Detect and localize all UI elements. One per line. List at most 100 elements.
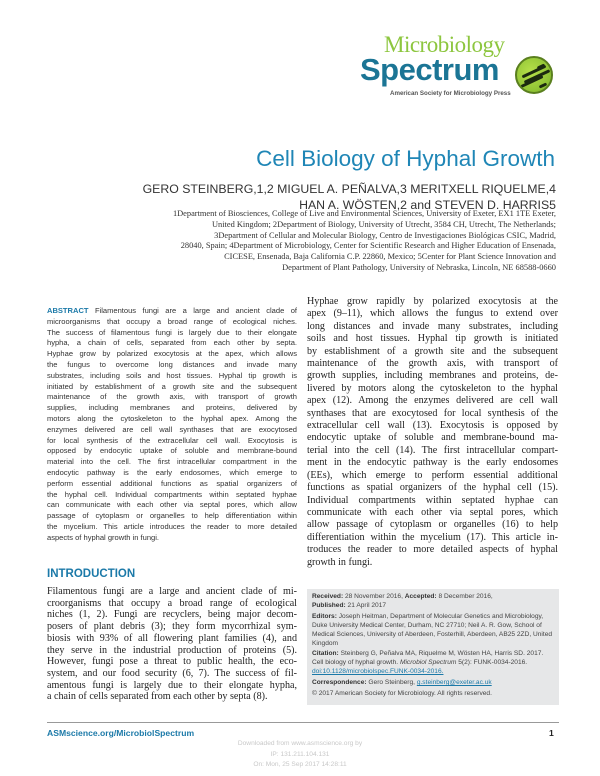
abstract-line: initiated by establishment of a growth s… — [47, 381, 297, 391]
abstract-line: microorganisms that occupy a broad range… — [47, 316, 297, 326]
paragraph-line: Filamentous fungi are a large and ancien… — [47, 586, 297, 597]
abstract-line: maintenance of the growth axis, with tra… — [47, 392, 297, 402]
published-label: Published: — [312, 601, 346, 609]
affiliations: 1Department of Biosciences, College of L… — [86, 209, 556, 274]
copyright: © 2017 American Society for Microbiology… — [312, 690, 492, 698]
affiliation-line: 1Department of Biosciences, College of L… — [172, 209, 556, 218]
logo-spectrum: Spectrum — [360, 52, 499, 87]
abstract-line: ABSTRACT Filamentous fungi are a large a… — [47, 306, 297, 317]
logo-tagline: American Society for Microbiology Press — [390, 90, 511, 97]
introduction-left-column: Filamentous fungi are a large and ancien… — [47, 586, 297, 703]
paragraph-line: by establishment of a growth site and th… — [307, 345, 558, 357]
abstract-line: The success of filamentous fungi is larg… — [47, 327, 297, 337]
dates: Received: 28 November 2016, Accepted: 8 … — [312, 593, 554, 611]
article-info-box: Received: 28 November 2016, Accepted: 8 … — [307, 589, 559, 705]
citation: Citation: Steinberg G, Peñalva MA, Rique… — [312, 650, 554, 677]
logo-microbiology: Microbiology — [384, 32, 505, 57]
paragraph-line: growth supplies, including membranes and… — [307, 370, 558, 382]
paragraph-line: amentous fungi is largely due to their e… — [47, 679, 297, 691]
abstract-line: Hyphae grow by polarized exocytosis at t… — [47, 349, 297, 359]
accepted-label: Accepted: — [404, 593, 437, 600]
paragraph-line: functions as spatial organizers of the h… — [307, 482, 558, 494]
paragraph-line: system, and our food security (6, 7). Th… — [47, 667, 297, 679]
paragraph-line: posers of plant debris (3); they form my… — [47, 621, 297, 633]
correspondence: Correspondence: Gero Steinberg, g.steinb… — [312, 679, 554, 688]
paragraph-line: livered by motors along the cytoskeleton… — [307, 382, 558, 394]
watermark-line: On: Mon, 25 Sep 2017 14:28:11 — [253, 761, 347, 768]
abstract-line: the mycelium. This article introduces th… — [47, 521, 297, 531]
correspondence-label: Correspondence: — [312, 679, 367, 687]
abstract: ABSTRACT Filamentous fungi are a large a… — [47, 306, 297, 544]
abstract-line: perform essential additional functions a… — [47, 478, 297, 488]
affiliation-line: CICESE, Ensenada, Baja California C.P. 2… — [224, 252, 556, 262]
citation-label: Citation: — [312, 650, 339, 658]
affiliation-line: United Kingdom; 2Department of Biology, … — [211, 219, 556, 229]
received-date: 28 November 2016, — [343, 593, 405, 600]
published-date: 21 April 2017 — [345, 601, 387, 609]
paragraph-line: apex (12). Among the enzymes delivered a… — [307, 395, 558, 407]
paragraph-line: biosis with 93% of all flowering plant f… — [47, 632, 297, 644]
received-label: Received: — [312, 593, 344, 600]
paragraph-line: (EEs), which emerge to perform essential… — [307, 469, 558, 481]
journal-site-link[interactable]: ASMscience.org/MicrobiolSpectrum — [47, 728, 195, 738]
abstract-line: substrates, including soils and host tis… — [47, 370, 297, 380]
paragraph-line: apex (9–11), which allows the fungus to … — [307, 308, 558, 320]
paragraph-line: ment in the endocytic pathway is the ear… — [307, 457, 558, 469]
citation-journal: Microbiol Spectrum — [399, 659, 457, 667]
editors-label: Editors: — [312, 612, 337, 620]
paragraph-line: long distances and invade many substrate… — [307, 320, 558, 332]
abstract-line: for local synthesis of the extracellular… — [47, 435, 297, 445]
paragraph-line: croorganisms that occupy a broad range o… — [47, 597, 297, 609]
paragraph-line: soils and host tissues. Hyphal tip growt… — [307, 333, 558, 345]
paragraph-line: communicate with each other via septal p… — [307, 506, 558, 518]
download-watermark: Downloaded from www.asmscience.org by IP… — [0, 739, 600, 771]
abstract-line: supplies, including membranes and protei… — [47, 403, 297, 413]
affiliation-line: Department of Plant Pathology, Universit… — [282, 262, 556, 272]
abstract-line: enzymes delivered are cell wall synthase… — [47, 424, 297, 434]
affiliation-line: 3Department of Cellular and Molecular Bi… — [214, 230, 556, 240]
citation-text: Steinberg G, Peñalva MA, Riquelme M, Wös… — [312, 650, 544, 667]
abstract-line: the hyphal cell. Individual compartments… — [47, 489, 297, 499]
footer-divider — [47, 722, 559, 723]
paragraph-line: maintenance of the growth axis, with tra… — [307, 358, 558, 370]
author-list: GERO STEINBERG,1,2 MIGUEL A. PEÑALVA,3 M… — [143, 181, 556, 213]
paragraph-line: differentiation within the mycelium (17)… — [307, 531, 558, 543]
abstract-line: hypha, a chain of cells, separated from … — [47, 338, 297, 348]
watermark-line: Downloaded from www.asmscience.org by — [237, 740, 363, 747]
abstract-keyword: ABSTRACT — [47, 306, 89, 315]
paragraph-line: niches (1, 2). Fungi are recyclers, bein… — [47, 609, 297, 621]
logo-microbe-icon — [515, 56, 553, 94]
correspondence-name: Gero Steinberg, — [366, 679, 417, 687]
paragraph-line: endocytic uptake of soluble and membrane… — [307, 432, 558, 444]
journal-logo: Microbiology Spectrum American Society f… — [348, 30, 563, 100]
paragraph-line: However, fungi pose a threat to public h… — [47, 656, 297, 668]
citation-volume: 5(2): FUNK-0034-2016. — [456, 659, 528, 667]
abstract-line: opposed by endocytic uptake of soluble a… — [47, 446, 297, 456]
accepted-date: 8 December 2016, — [436, 593, 493, 600]
authors-line-1: GERO STEINBERG,1,2 MIGUEL A. PEÑALVA,3 M… — [142, 182, 556, 196]
editors-text: Joseph Heitman, Department of Molecular … — [312, 612, 553, 647]
affiliation-line: 28040, Spain; 4Department of Microbiolog… — [180, 241, 556, 251]
paragraph-line: terial into the cell (14). The first int… — [307, 444, 558, 456]
article-title: Cell Biology of Hyphal Growth — [256, 146, 555, 171]
paragraph-line: a chain of cells separated from each oth… — [47, 691, 268, 703]
doi-link[interactable]: doi:10.1128/microbiolspec.FUNK-0034-2016… — [312, 668, 444, 676]
abstract-line: endocytic pathway is the early endosomes… — [47, 467, 297, 477]
watermark-line: IP: 131.211.104.131 — [270, 750, 330, 758]
abstract-line: the fungus to overcome long distances an… — [47, 359, 297, 369]
paragraph-line: Individual compartments within septated … — [307, 494, 558, 506]
introduction-right-column: Hyphae grow rapidly by polarized exocyto… — [307, 296, 558, 569]
page-number: 1 — [549, 728, 554, 738]
paragraph-line: allow passage of cytoplasm or organelles… — [307, 519, 558, 531]
abstract-line: passage of cytoplasm or organelles to he… — [47, 511, 297, 521]
paragraph-line: growth in fungi. — [307, 556, 373, 568]
paragraph-line: troduces the reader to more detailed asp… — [307, 544, 558, 556]
abstract-line: material into the cell. The first intrac… — [47, 457, 297, 467]
editors: Editors: Joseph Heitman, Department of M… — [312, 613, 554, 649]
paragraph-line: extracellular cell wall (13). Exocytosis… — [307, 420, 558, 432]
abstract-line: aspects of hyphal growth in fungi. — [47, 532, 160, 542]
abstract-line: motors along the cytoskeleton to the hyp… — [47, 413, 297, 423]
introduction-heading: INTRODUCTION — [47, 568, 136, 580]
email-link[interactable]: g.steinberg@exeter.ac.uk — [416, 679, 492, 687]
abstract-line: can communicate with each other via sept… — [47, 500, 297, 510]
